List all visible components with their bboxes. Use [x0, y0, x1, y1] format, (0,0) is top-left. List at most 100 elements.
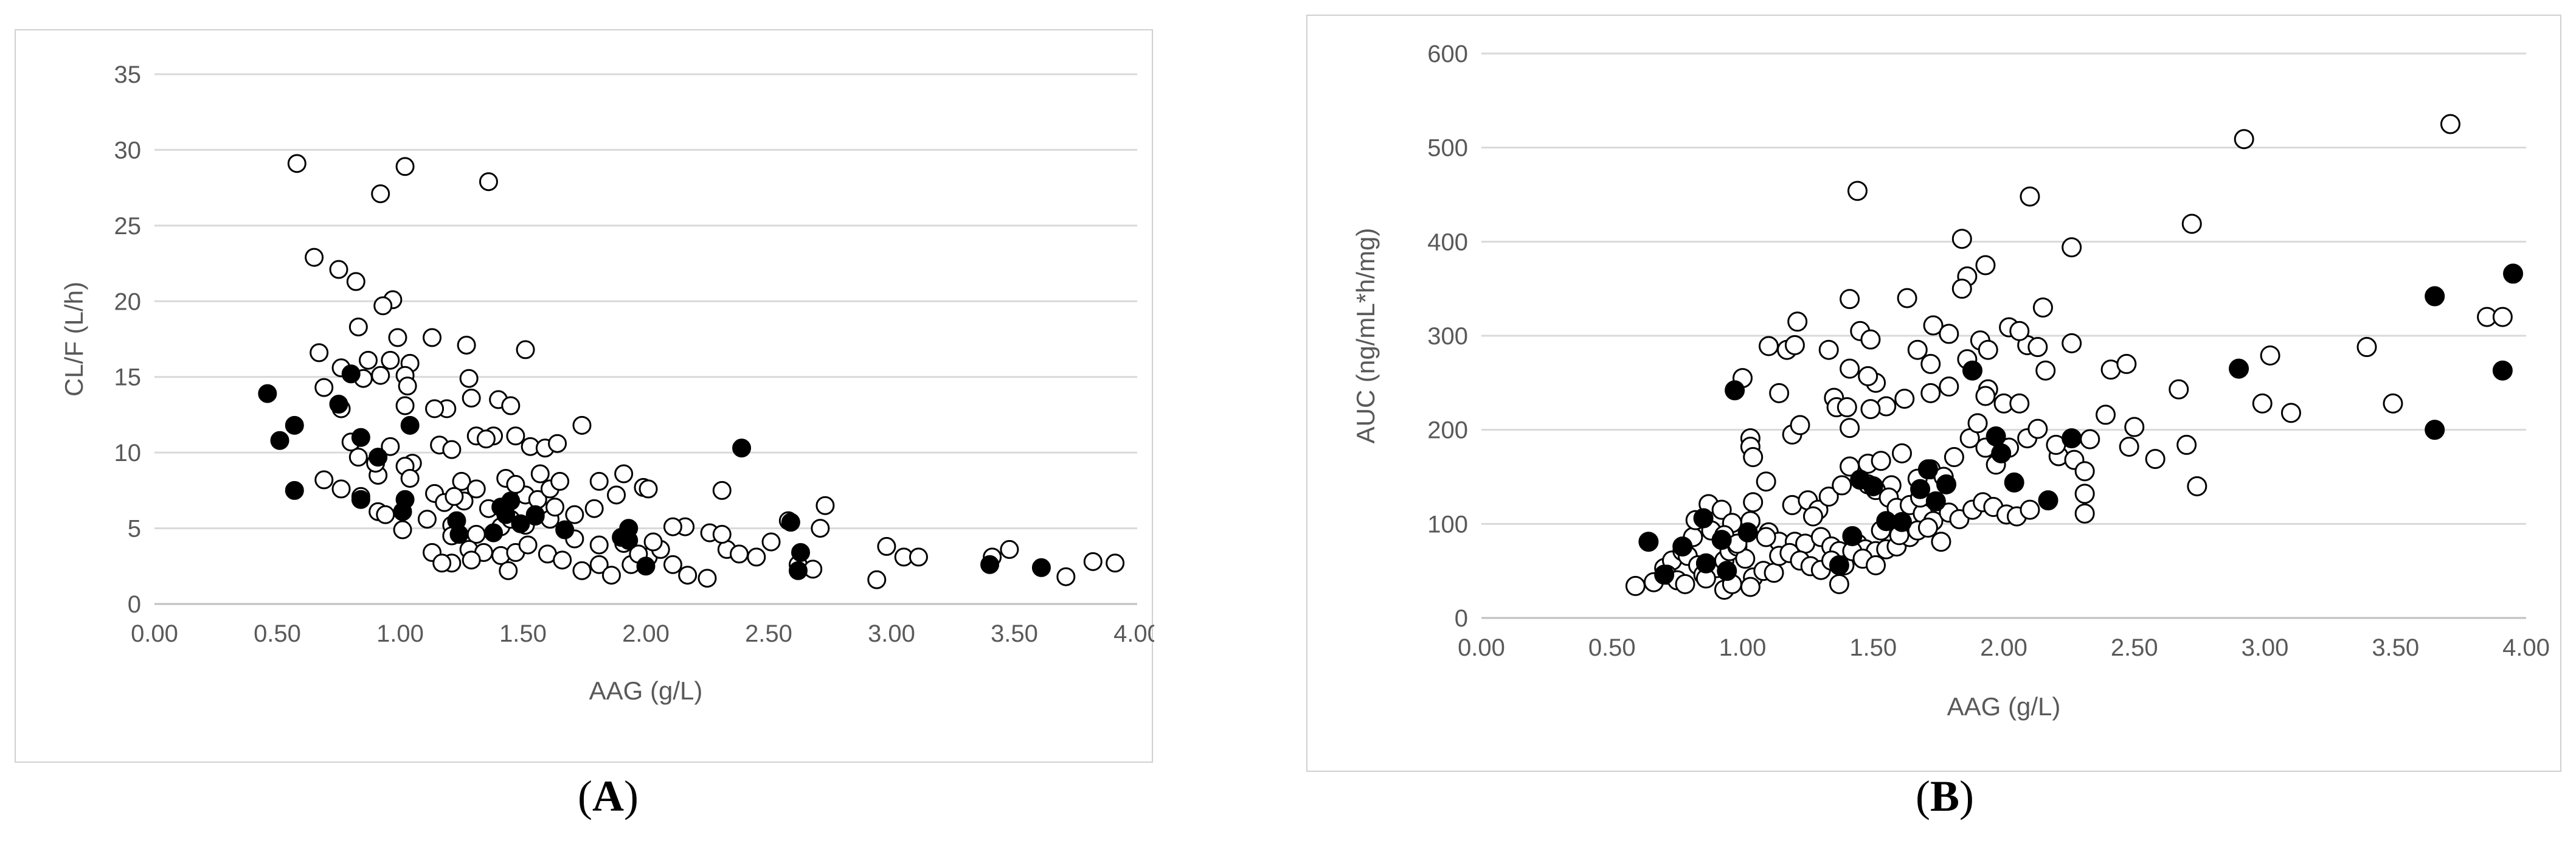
y-tick-label: 400: [1427, 229, 1468, 255]
open-data-point: [381, 350, 400, 370]
open-data-point: [2252, 393, 2273, 414]
open-data-point: [371, 184, 390, 204]
open-data-point: [376, 505, 395, 524]
open-data-point: [1784, 335, 1805, 355]
open-data-point: [2080, 429, 2100, 449]
open-data-point: [663, 517, 682, 536]
open-data-point: [388, 328, 407, 347]
open-data-point: [2356, 337, 2377, 358]
open-data-point: [2020, 186, 2040, 207]
open-data-point: [2176, 434, 2197, 455]
open-data-point: [459, 369, 479, 388]
open-data-point: [346, 272, 365, 291]
filled-data-point: [1936, 474, 1957, 494]
open-data-point: [462, 550, 481, 570]
x-tick-label: 2.00: [622, 620, 670, 647]
open-data-point: [2009, 393, 2030, 414]
open-data-point: [2119, 437, 2139, 457]
open-data-point: [314, 470, 334, 490]
panel-label-b: (B): [1916, 772, 1974, 820]
y-tick-label: 300: [1427, 323, 1468, 350]
y-tick-label: 0: [1455, 605, 1468, 632]
y-tick-label: 20: [114, 288, 142, 315]
open-data-point: [2116, 353, 2137, 374]
open-data-point: [2074, 503, 2095, 524]
filled-data-point: [1672, 536, 1693, 557]
filled-data-point: [2229, 358, 2249, 379]
y-tick-label: 35: [114, 61, 142, 88]
open-data-point: [1858, 366, 1878, 387]
open-data-point: [1931, 532, 1951, 552]
filled-data-point: [484, 523, 504, 543]
open-data-point: [518, 535, 538, 555]
filled-data-point: [1654, 564, 1675, 585]
open-data-point: [1860, 399, 1881, 420]
open-data-point: [423, 328, 442, 347]
open-data-point: [2027, 337, 2048, 358]
filled-data-point: [369, 448, 388, 467]
open-data-point: [466, 479, 486, 499]
open-data-point: [584, 499, 604, 518]
chart-panel-a: 0 5 10 15 20 25 30 35 0.00 0.50 1.00 1.50 2.00 2.50 3.…: [15, 29, 1154, 763]
open-data-point: [811, 519, 830, 538]
x-axis-title: AAG (g/L): [589, 676, 703, 705]
y-tick-label: 15: [114, 364, 142, 391]
filled-data-point: [1910, 479, 1931, 499]
x-tick-label: 3.00: [868, 620, 915, 647]
open-data-point: [371, 366, 390, 385]
open-data-point: [393, 520, 412, 539]
filled-data-point: [501, 491, 521, 511]
open-data-point: [1756, 527, 1776, 547]
open-data-point: [516, 340, 535, 359]
open-data-point: [331, 479, 351, 499]
filled-data-point: [258, 384, 277, 403]
open-data-point: [305, 248, 324, 267]
y-tick-label: 25: [114, 213, 142, 240]
open-data-point: [442, 440, 462, 459]
open-data-point: [1975, 386, 1996, 406]
filled-data-point: [1737, 522, 1758, 543]
filled-data-point: [980, 555, 1000, 574]
open-data-point: [395, 157, 415, 176]
open-data-point: [457, 335, 476, 355]
open-data-point: [553, 550, 572, 570]
open-data-point: [348, 317, 368, 337]
open-data-point: [1847, 181, 1868, 201]
open-data-point: [452, 471, 471, 491]
open-data-point: [1840, 289, 1860, 310]
filled-data-point: [341, 364, 361, 384]
open-data-point: [548, 434, 567, 453]
open-data-point: [2234, 129, 2254, 150]
filled-data-point: [2425, 420, 2445, 440]
open-data-point: [747, 547, 766, 567]
open-data-point: [2169, 379, 2189, 400]
open-data-point: [329, 260, 348, 279]
open-data-point: [2074, 484, 2095, 504]
open-data-point: [479, 172, 498, 192]
open-data-point: [1000, 539, 1019, 559]
open-data-point: [395, 396, 415, 415]
open-data-point: [1840, 418, 1860, 439]
open-data-point: [1740, 577, 1761, 597]
open-data-point: [398, 376, 417, 396]
filled-data-point: [1891, 512, 1912, 532]
x-tick-label: 0.00: [1458, 634, 1505, 661]
open-data-point: [643, 532, 663, 552]
open-data-point: [1787, 311, 1808, 332]
open-data-point: [2062, 237, 2082, 258]
open-data-point: [2062, 333, 2082, 353]
x-tick-label: 0.50: [1588, 634, 1636, 661]
filled-data-point: [1638, 532, 1659, 552]
open-data-point: [1917, 518, 1938, 538]
open-data-point: [678, 566, 698, 585]
open-data-point: [1790, 415, 1810, 435]
filled-data-point: [285, 480, 304, 500]
filled-data-point: [1925, 491, 1946, 512]
open-data-point: [2027, 418, 2048, 439]
filled-data-point: [636, 557, 656, 576]
open-data-point: [1939, 376, 1959, 397]
x-tick-label: 2.50: [745, 620, 792, 647]
open-data-point: [1056, 567, 1076, 586]
filled-data-point: [351, 490, 370, 509]
open-data-point: [572, 561, 592, 580]
